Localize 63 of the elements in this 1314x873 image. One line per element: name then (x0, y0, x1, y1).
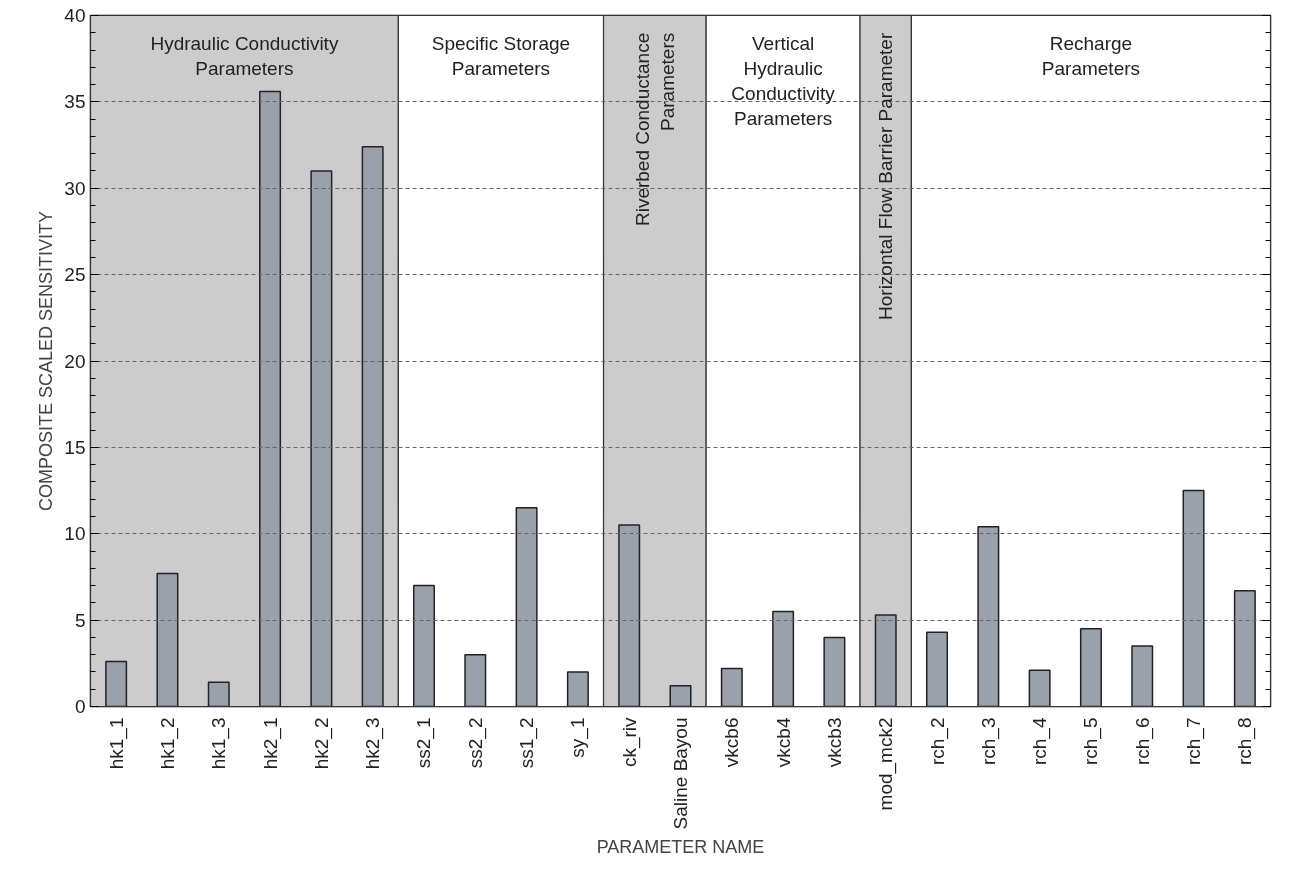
x-tick-label: hk1_1 (105, 717, 128, 770)
bar (566, 671, 589, 707)
x-tick-label: rch_3 (977, 717, 1000, 766)
bar (977, 526, 1000, 707)
x-tick-label: hk2_3 (362, 717, 385, 770)
x-tick-label: ck_riv (618, 717, 641, 768)
band-label: Horizontal Flow Barrier Parameter (875, 32, 897, 320)
y-tick-label: 5 (74, 609, 86, 631)
bar (1182, 489, 1205, 707)
x-tick-label: vkcb3 (823, 717, 845, 768)
y-tick-label: 0 (74, 696, 86, 717)
x-tick-label: ss2_1 (413, 717, 436, 769)
x-tick-label: rch_7 (1183, 717, 1206, 766)
x-tick-label: rch_6 (1131, 717, 1154, 766)
y-tick-label: 25 (64, 264, 86, 286)
y-axis-title: COMPOSITE SCALED SENSITIVITY (36, 210, 57, 512)
bar (156, 572, 179, 707)
band-label: Specific Storage Parameters (431, 32, 571, 79)
bar (310, 170, 333, 707)
band-label: Recharge Parameters (1041, 32, 1141, 79)
x-axis-title: PARAMETER NAME (596, 837, 765, 858)
bar (105, 660, 128, 707)
x-tick-label: vkcb6 (721, 717, 743, 768)
x-tick-label: hk1_3 (208, 717, 231, 770)
y-tick-label: 40 (64, 5, 86, 26)
bar (669, 685, 692, 707)
bar (412, 584, 435, 707)
x-tick-label: sy_1 (567, 717, 590, 758)
x-tick-label: rch_4 (1029, 717, 1052, 766)
y-tick-label: 30 (64, 177, 86, 199)
x-tick-label: rch_2 (926, 717, 949, 766)
x-tick-label: ss1_2 (516, 717, 539, 769)
band-label: Riverbed Conductance Parameters (631, 32, 678, 227)
x-tick-label: rch_8 (1234, 717, 1257, 766)
bar (772, 610, 795, 707)
y-tick-label: 15 (64, 436, 86, 458)
bar (1079, 628, 1102, 707)
bar (720, 667, 743, 707)
bar (618, 524, 641, 707)
y-tick-label: 20 (64, 350, 86, 372)
bar (207, 681, 230, 707)
bar (1233, 590, 1256, 707)
bar (926, 631, 949, 707)
x-tick-label: mod_mck2 (875, 717, 898, 811)
x-tick-label: vkcb4 (772, 717, 794, 768)
x-tick-label: rch_5 (1080, 717, 1103, 766)
bar (823, 636, 846, 707)
x-tick-label: hk2_2 (310, 717, 333, 770)
band-label: Vertical Hydraulic Conductivity Parameters (731, 32, 836, 130)
bar (1028, 669, 1051, 707)
y-tick-label: 35 (64, 91, 86, 113)
y-tick-label: 10 (64, 523, 86, 545)
bar (1131, 645, 1154, 707)
x-tick-label: ss2_2 (464, 717, 487, 769)
bar (464, 653, 487, 707)
bar (361, 146, 384, 707)
bar (515, 507, 538, 707)
bar (259, 90, 282, 707)
band-label: Hydraulic Conductivity Parameters (150, 32, 339, 79)
bar (874, 614, 897, 707)
x-tick-label: Saline Bayou (670, 717, 691, 830)
x-tick-label: hk2_1 (259, 717, 282, 770)
x-tick-label: hk1_2 (156, 717, 179, 770)
